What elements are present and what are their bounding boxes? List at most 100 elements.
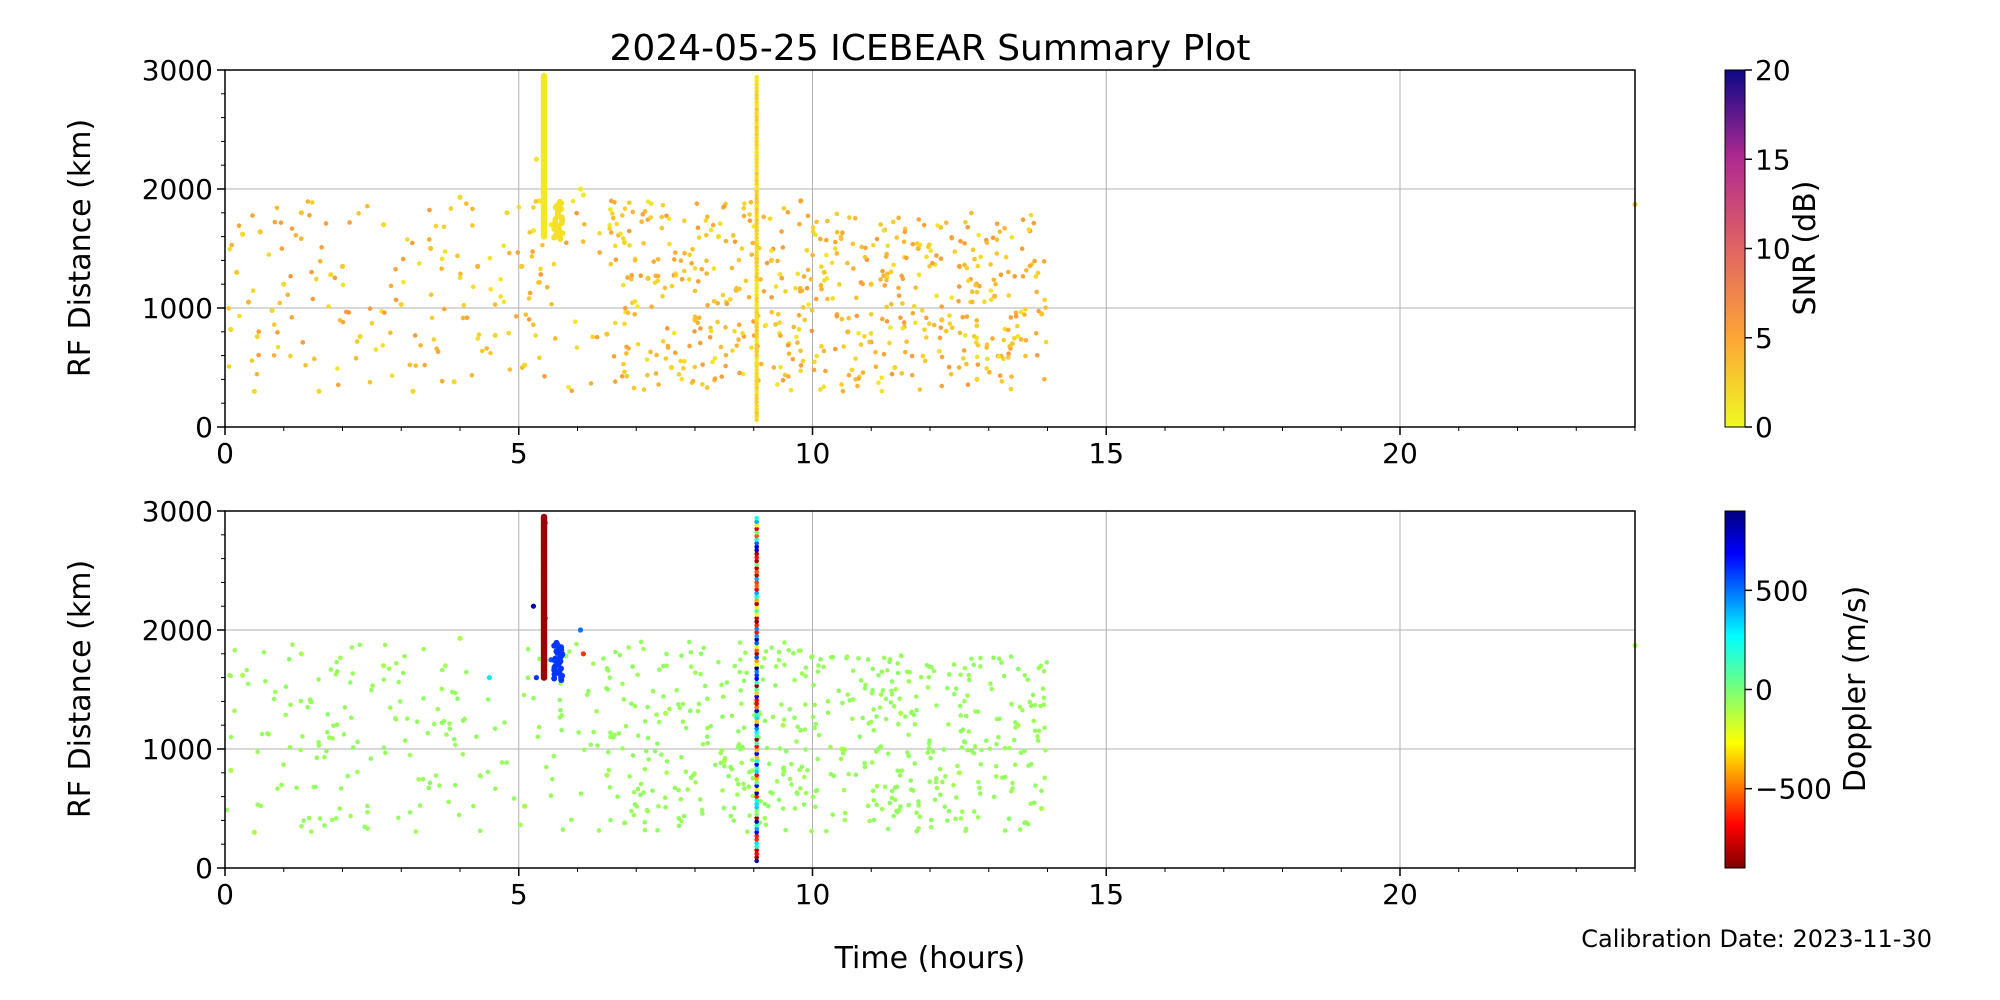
doppler-band-point — [754, 726, 759, 732]
doppler-density-point — [928, 817, 934, 823]
doppler-density-point — [309, 699, 314, 705]
doppler-density-point — [613, 649, 618, 655]
snr-density-point — [809, 308, 815, 313]
doppler-density-point — [595, 743, 600, 748]
snr-density-point — [626, 346, 631, 351]
snr-density-point — [638, 273, 644, 279]
doppler-band-point — [754, 833, 759, 839]
snr-band-point — [754, 167, 759, 173]
snr-density-point — [470, 284, 476, 290]
doppler-band-point — [754, 537, 759, 542]
doppler-density-point — [698, 651, 704, 657]
doppler-density-point — [871, 728, 877, 733]
doppler-density-point — [803, 791, 809, 796]
doppler-density-point — [728, 764, 733, 770]
snr-density-point — [707, 334, 713, 340]
snr-density-point — [310, 296, 316, 302]
doppler-density-point — [449, 689, 455, 695]
snr-density-point — [1020, 274, 1026, 279]
doppler-density-point — [328, 667, 334, 672]
snr-band-point — [558, 205, 565, 212]
snr-density-point — [969, 210, 974, 216]
snr-band-point — [754, 306, 759, 312]
snr-density-point — [653, 371, 659, 376]
doppler-density-point — [692, 771, 697, 776]
doppler-density-point — [596, 828, 602, 833]
doppler-density-point — [1042, 725, 1047, 731]
doppler-density-point — [720, 694, 726, 700]
snr-density-point — [529, 254, 535, 259]
doppler-density-point — [914, 810, 919, 816]
doppler-density-point — [765, 803, 771, 809]
snr-density-point — [611, 354, 617, 359]
doppler-density-point — [616, 731, 622, 736]
doppler-density-point — [680, 719, 686, 724]
doppler-density-point — [421, 646, 427, 652]
doppler-density-point — [917, 814, 923, 819]
snr-density-point — [682, 250, 687, 256]
doppler-density-point — [416, 777, 421, 782]
doppler-density-point — [396, 679, 402, 685]
snr-density-point — [962, 241, 967, 246]
doppler-density-point — [261, 650, 267, 655]
snr-density-point — [289, 315, 295, 320]
snr-density-point — [839, 316, 845, 322]
snr-band-point — [754, 339, 759, 344]
snr-density-point — [966, 278, 971, 284]
snr-density-point — [833, 246, 838, 251]
snr-density-point — [723, 325, 728, 330]
doppler-density-point — [887, 659, 892, 665]
snr-density-point — [899, 371, 905, 376]
doppler-density-point — [435, 706, 441, 712]
snr-density-point — [998, 272, 1004, 278]
snr-density-point — [988, 262, 993, 267]
snr-density-point — [326, 304, 331, 309]
snr-band-point — [754, 324, 759, 330]
snr-density-point — [393, 266, 398, 272]
snr-density-point — [786, 374, 791, 379]
snr-density-point — [853, 295, 859, 301]
snr-density-point — [927, 242, 932, 248]
snr-density-point — [1015, 333, 1021, 339]
snr-density-point — [274, 205, 280, 211]
snr-density-point — [692, 329, 697, 334]
doppler-density-point — [928, 755, 933, 761]
doppler-density-point — [889, 679, 895, 684]
snr-density-point — [880, 316, 885, 322]
snr-density-point — [620, 213, 625, 218]
doppler-density-point — [962, 665, 968, 671]
doppler-density-point — [700, 741, 706, 747]
snr-density-point — [804, 248, 810, 253]
snr-density-point — [698, 326, 703, 331]
snr-band-point — [754, 99, 759, 105]
snr-density-point — [618, 231, 623, 236]
snr-density-point — [1009, 235, 1015, 240]
doppler-band-point — [754, 576, 759, 582]
doppler-band-point — [754, 837, 759, 842]
snr-density-point — [896, 285, 901, 291]
doppler-density-point — [722, 755, 728, 761]
doppler-density-point — [591, 729, 597, 735]
doppler-density-point — [763, 649, 769, 654]
doppler-density-point — [811, 682, 816, 688]
doppler-band-point — [754, 655, 759, 660]
doppler-density-point — [338, 786, 344, 791]
snr-density-point — [748, 199, 754, 205]
snr-density-point — [934, 293, 939, 299]
doppler-point — [298, 651, 304, 657]
snr-ytick-label: 0 — [195, 411, 213, 444]
snr-density-point — [988, 288, 994, 293]
snr-density-point — [687, 252, 692, 258]
doppler-density-point — [349, 645, 355, 650]
doppler-density-point — [365, 809, 370, 815]
snr-band-point — [754, 171, 759, 176]
doppler-density-point — [874, 783, 880, 789]
snr-density-point — [878, 277, 883, 282]
snr-density-point — [458, 271, 463, 277]
doppler-density-point — [255, 749, 260, 755]
doppler-density-point — [683, 725, 689, 731]
snr-density-point — [740, 371, 746, 377]
doppler-band-point — [557, 658, 564, 665]
snr-density-point — [873, 364, 879, 370]
snr-band-point — [754, 192, 759, 198]
